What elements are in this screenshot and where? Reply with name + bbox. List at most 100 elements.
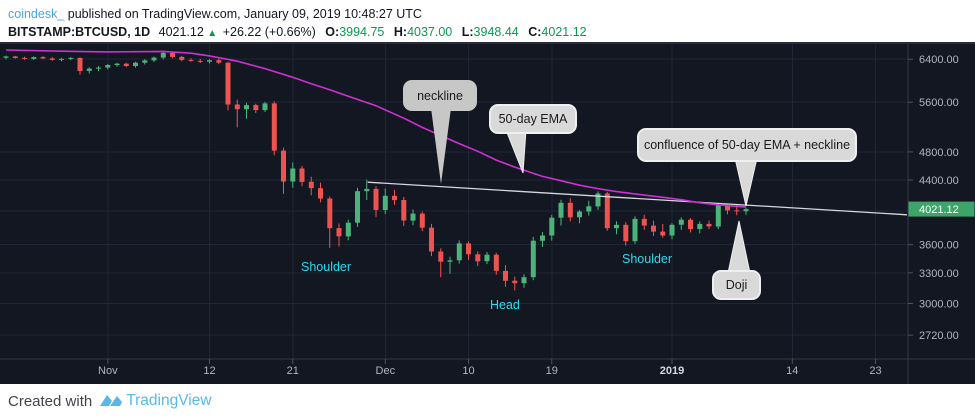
candle [382,188,388,214]
candle [466,241,471,260]
chart-header: coindesk_ published on TradingView.com, … [0,0,975,42]
candle [743,207,749,215]
candle [345,219,351,241]
time-axis-label: Nov [98,365,118,377]
candle [290,162,296,188]
low-value: 3948.44 [473,25,519,39]
candle [105,64,111,70]
callout-confluence: confluence of 50-day EMA + neckline [637,128,857,162]
candle [503,265,508,287]
candle [59,57,64,62]
publish-info-row: coindesk_ published on TradingView.com, … [8,5,975,23]
published-text: published on TradingView.com, January 09… [67,7,422,21]
price-axis-label: 3300.00 [919,268,959,280]
candle [216,58,222,65]
candle [410,209,416,226]
open-value: 3994.75 [339,25,385,39]
candle [706,220,712,229]
callout-doji-text: Doji [725,278,748,292]
price-change-value: +26.22 (+0.66%) [222,25,316,39]
candle [22,56,27,60]
time-axis-label: 2019 [660,365,684,377]
callout-confluence-text: confluence of 50-day EMA + neckline [643,138,851,152]
time-axis-label: 14 [786,365,798,377]
candle [401,196,407,226]
candle [234,99,240,128]
candlestick-chart[interactable]: Nov 12 21 Dec 10 19 2019 14 23 6400.00 5600.00 4800… [0,44,975,386]
candle [271,101,277,156]
candle [678,217,684,230]
candle [86,67,92,74]
tradingview-brand-link[interactable]: TradingView [126,392,212,409]
up-arrow-icon: ▲ [207,28,218,39]
candle [40,56,46,60]
created-with-text: Created with [8,392,93,410]
candle [151,56,157,62]
label-right-shoulder: Shoulder [622,252,673,266]
candle [77,57,83,75]
candle [641,214,647,230]
candle [660,223,666,238]
candle [669,223,675,240]
candle [188,58,194,62]
symbol-interval-label: BITSTAMP:BTCUSD, 1D [8,25,151,39]
author-link[interactable]: coindesk_ [8,7,65,21]
close-value: 4021.12 [541,25,587,39]
close-label: C: [528,25,542,39]
callout-neckline-text: neckline [417,88,463,103]
candle [31,56,37,60]
candle [170,52,175,59]
candle [651,220,656,236]
label-head: Head [490,298,520,312]
candle [697,221,703,234]
time-axis-label: 19 [546,365,558,377]
candle [392,189,397,205]
candle [299,166,305,187]
candle [373,186,379,217]
candle [604,192,610,231]
candle [540,232,545,247]
candle [512,276,518,291]
candle [12,55,18,59]
time-axis-label: 21 [287,365,299,377]
callout-doji: Doji [712,270,761,300]
candle [142,59,148,65]
price-axis-label: 3000.00 [919,299,959,311]
candle [549,214,555,241]
symbol-ohlc-row: BITSTAMP:BTCUSD, 1D 4021.12 ▲ +26.22 (+0… [8,23,975,43]
time-axis-label: 12 [203,365,215,377]
candle [521,274,527,288]
candle [558,199,564,226]
chart-background [0,44,975,386]
candle [567,198,573,222]
time-axis-label: 23 [869,365,881,377]
candle [318,182,323,203]
price-axis-label: 4400.00 [919,175,959,187]
open-label: O: [325,25,340,39]
candle [355,187,360,227]
candle [447,256,453,274]
candle [438,248,444,278]
candle [327,196,333,248]
candle [456,240,462,264]
price-axis-label: 5600.00 [919,97,959,109]
callout-50day-ema: 50-day EMA [489,104,577,134]
candle [68,57,74,61]
candle [123,62,129,68]
candle [715,203,721,229]
candle [688,218,693,233]
candle [623,222,629,246]
chart-area[interactable]: Nov 12 21 Dec 10 19 2019 14 23 6400.00 5600.00 4800… [0,42,975,386]
candle [197,58,203,63]
price-axis[interactable]: 6400.00 5600.00 4800.00 4400.00 3600.00 3300.… [908,54,959,342]
candle [484,252,490,265]
label-left-shoulder: Shoulder [301,260,352,274]
candle [207,59,212,64]
candle [586,200,592,216]
tradingview-logo-icon[interactable] [99,393,123,412]
time-axis[interactable]: Nov 12 21 Dec 10 19 2019 14 23 [98,359,882,377]
price-axis-label: 4800.00 [919,147,959,159]
candle [96,66,101,72]
candle [262,101,268,112]
candle [49,57,55,61]
